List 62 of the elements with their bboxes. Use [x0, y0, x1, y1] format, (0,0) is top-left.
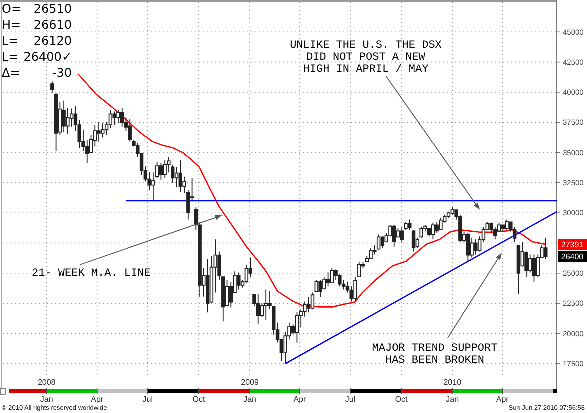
candlestick [408, 219, 412, 230]
annotation: 26400 [561, 252, 584, 262]
annotation: UNLIKE THE U.S. THE DSX DID NOT POST A NEW HIGH IN APRIL / MAY [290, 40, 442, 76]
candlestick [295, 312, 300, 344]
x2-tick-label: 2008 [38, 378, 56, 387]
candlestick [54, 92, 58, 152]
x-tick-label: Jul [142, 395, 154, 404]
candlestick [412, 230, 416, 252]
candlestick [420, 226, 424, 238]
text: L= 26120 [2, 34, 72, 48]
candlestick [470, 237, 474, 258]
candlestick [50, 80, 54, 94]
candlestick [256, 294, 260, 326]
candlestick [439, 217, 443, 230]
candlestick [178, 160, 182, 192]
candlestick [326, 272, 330, 288]
candlestick [392, 224, 396, 248]
candlestick [450, 207, 454, 216]
x-tick-label: Apr [294, 395, 307, 404]
annotation: H= 26610 [2, 18, 72, 32]
candlestick [159, 162, 164, 180]
annotation: O= 26510 [2, 2, 72, 16]
candlestick [330, 268, 334, 284]
x-tick-label: Apr [496, 395, 510, 404]
candlestick [310, 292, 315, 310]
candlestick [369, 248, 373, 260]
text: Δ= -30 [2, 66, 72, 80]
candlestick [237, 272, 241, 290]
candlestick [62, 100, 66, 133]
candlestick [446, 211, 451, 218]
annotation: MAJOR TREND SUPPORT HAS BEEN BROKEN [372, 343, 498, 367]
x2-tick-label: 2009 [241, 378, 260, 387]
annotation: 21- WEEK M.A. LINE [32, 268, 152, 280]
candlestick [264, 289, 268, 320]
x-tick-label: Jul [345, 395, 356, 404]
x-tick-label: Oct [395, 395, 409, 404]
x-tick-label: Oct [192, 395, 206, 404]
annotation: 27391 [561, 240, 584, 250]
candlestick [494, 226, 498, 240]
candlestick [206, 259, 210, 314]
candlestick [516, 244, 521, 295]
annotation: L= 26400✓ [2, 50, 72, 64]
candlestick [338, 274, 342, 288]
candlestick [466, 232, 470, 262]
candlestick [163, 160, 167, 179]
x-tick-label: Apr [91, 395, 104, 404]
x-tick-label: Jan [40, 395, 54, 404]
candlestick [116, 110, 120, 124]
x-tick-label: Jan [244, 395, 256, 404]
candlestick [474, 239, 478, 256]
candlestick [532, 254, 536, 282]
candlestick [431, 222, 436, 240]
candlestick [318, 280, 322, 298]
x-tick-label: Jan [446, 395, 460, 404]
candlestick [101, 122, 105, 138]
candlestick [376, 234, 381, 250]
candlestick [544, 237, 548, 260]
candlestick [120, 108, 124, 128]
candlestick [505, 219, 509, 230]
x2-tick-label: 2010 [444, 378, 462, 387]
candlestick [380, 236, 385, 249]
candlestick [112, 111, 116, 126]
